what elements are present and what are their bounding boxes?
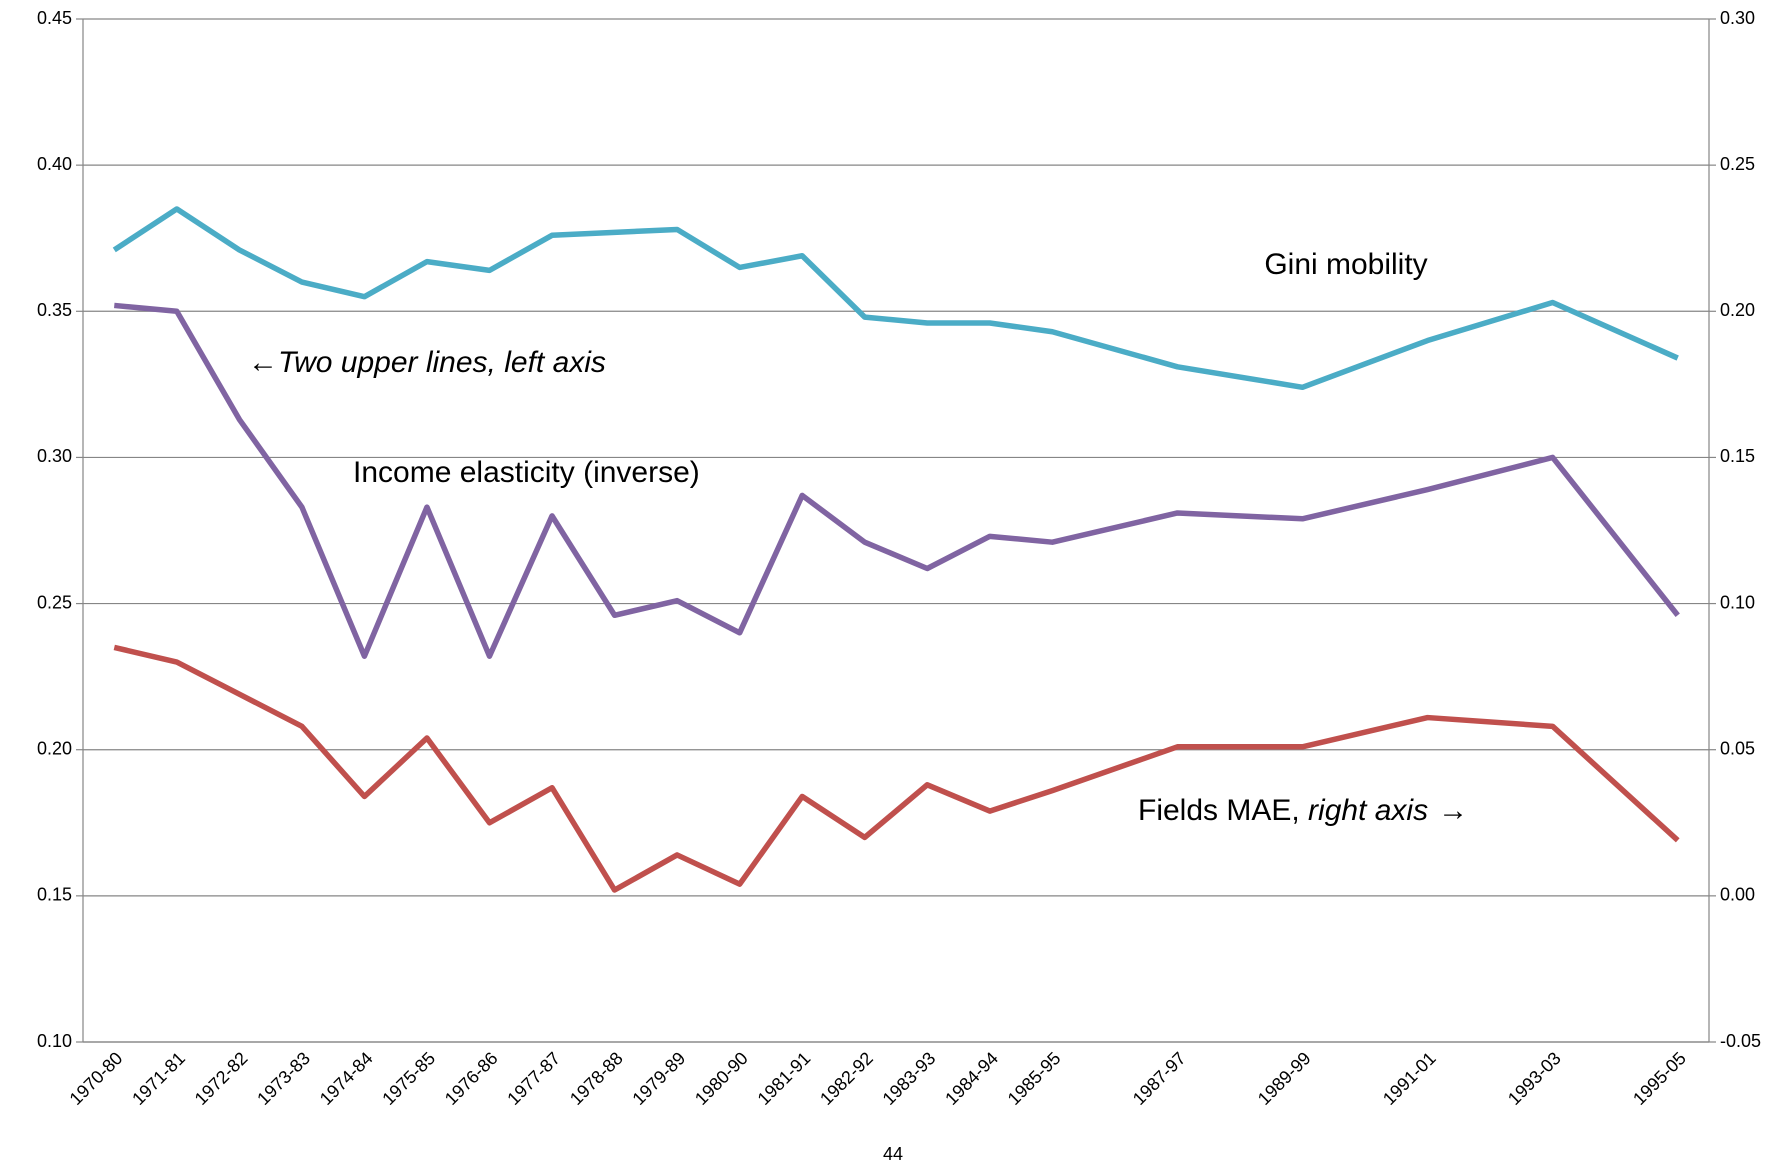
x-tick-label: 1971-81 <box>128 1048 189 1109</box>
x-tick-label: 1984-94 <box>941 1048 1002 1109</box>
x-tick-label: 1987-97 <box>1129 1048 1190 1109</box>
y-tick-label: 0.25 <box>37 592 72 612</box>
y-tick-label: 0.20 <box>37 738 72 758</box>
x-tick-label: 1975-85 <box>378 1048 439 1109</box>
x-tick-label: 1972-82 <box>191 1048 252 1109</box>
x-tick-label: 1980-90 <box>691 1048 752 1109</box>
line-series <box>113 644 1680 893</box>
x-tick-label: 1991-01 <box>1379 1048 1440 1109</box>
x-tick-label: 1989-99 <box>1254 1048 1315 1109</box>
annotation: Gini mobility <box>1264 248 1427 281</box>
page-number: 44 <box>883 1144 903 1164</box>
y2-tick-label: 0.05 <box>1720 738 1755 758</box>
annotation: Fields MAE, <box>1138 794 1308 827</box>
x-tick-label: 1983-93 <box>879 1048 940 1109</box>
y2-tick-label: 0.00 <box>1720 885 1755 905</box>
y2-tick-label: -0.05 <box>1720 1031 1761 1051</box>
y2-tick-label: 0.10 <box>1720 592 1755 612</box>
y2-tick-label: 0.15 <box>1720 446 1755 466</box>
arrow: ← <box>248 346 278 379</box>
y2-tick-label: 0.20 <box>1720 300 1755 320</box>
x-tick-label: 1973-83 <box>253 1048 314 1109</box>
x-tick-label: 1993-03 <box>1504 1048 1565 1109</box>
annotation: Two upper lines, left axis <box>278 346 606 379</box>
x-tick-label: 1978-88 <box>566 1048 627 1109</box>
y2-tick-label: 0.25 <box>1720 154 1755 174</box>
y-tick-label: 0.45 <box>37 8 72 28</box>
annotation: Fields MAE, right axis → <box>1138 794 1468 827</box>
line-series <box>112 206 1679 391</box>
x-tick-label: 1981-91 <box>754 1048 815 1109</box>
y-tick-label: 0.10 <box>37 1031 72 1051</box>
y-tick-label: 0.15 <box>37 885 72 905</box>
x-tick-label: 1985-95 <box>1004 1048 1065 1109</box>
y-tick-label: 0.30 <box>37 446 72 466</box>
arrow: → <box>1438 794 1468 827</box>
x-tick-label: 1979-89 <box>628 1048 689 1109</box>
y2-tick-label: 0.30 <box>1720 8 1755 28</box>
x-tick-label: 1974-84 <box>316 1048 377 1109</box>
line-series <box>114 302 1680 659</box>
x-tick-label: 1970-80 <box>66 1048 127 1109</box>
annotation: Income elasticity (inverse) <box>353 456 700 489</box>
x-tick-label: 1976-86 <box>441 1048 502 1109</box>
x-tick-label: 1995-05 <box>1629 1048 1690 1109</box>
y-tick-label: 0.35 <box>37 300 72 320</box>
annotation: right axis <box>1308 794 1428 827</box>
annotation: ←Two upper lines, left axis <box>248 346 606 379</box>
y-tick-label: 0.40 <box>37 154 72 174</box>
x-tick-label: 1982-92 <box>816 1048 877 1109</box>
x-tick-label: 1977-87 <box>503 1048 564 1109</box>
